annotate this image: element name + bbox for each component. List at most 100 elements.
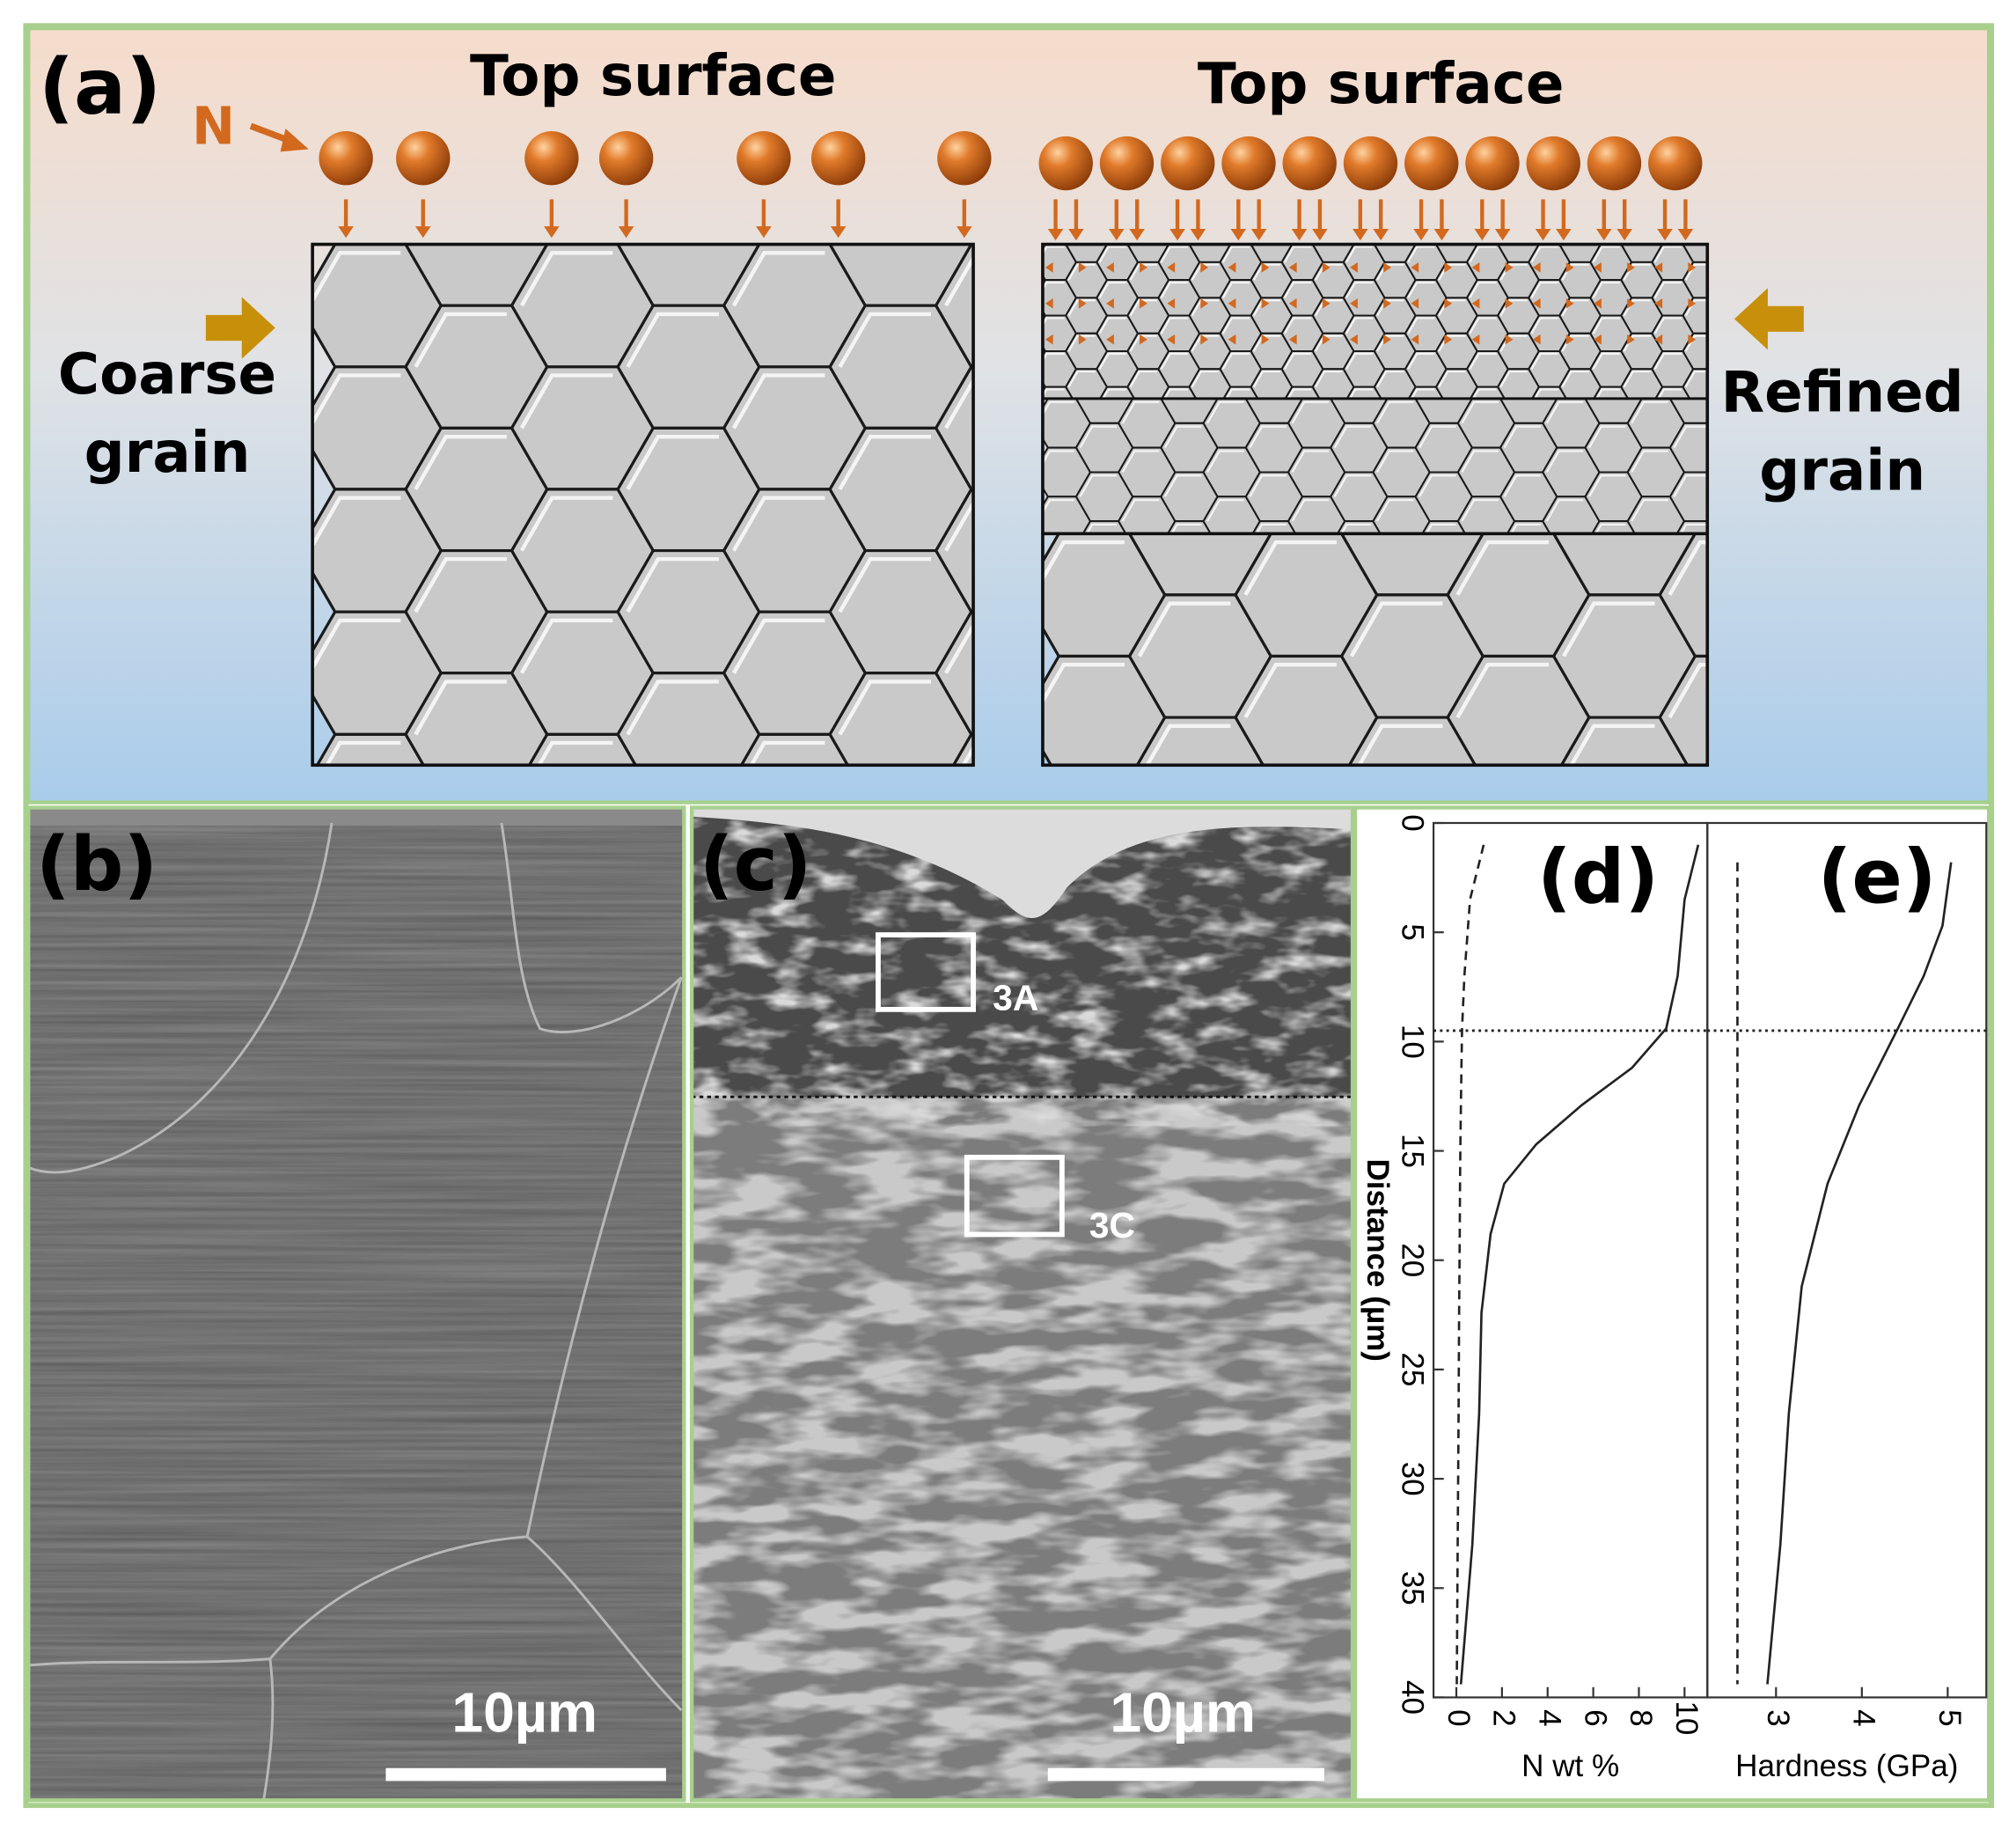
grain-highlight	[1530, 246, 1558, 263]
x-tick-label: 4	[1532, 1709, 1566, 1727]
grain-highlight	[1160, 281, 1188, 298]
grain-highlight	[1545, 400, 1584, 424]
region-box	[876, 932, 976, 1012]
grain-highlight	[519, 373, 613, 430]
panel-label: (a)	[39, 42, 161, 132]
diffusion-arrowhead	[1413, 229, 1429, 241]
grain-highlight	[1631, 400, 1668, 424]
grain-highlight	[1407, 281, 1435, 298]
grain-highlight	[414, 312, 507, 368]
grain-highlight	[1376, 370, 1404, 388]
grain-highlight	[1121, 450, 1160, 474]
diffusion-arrowhead	[1494, 229, 1511, 241]
grain	[1658, 654, 1708, 766]
grain-highlight	[1042, 388, 1065, 399]
grain-highlight	[1407, 317, 1435, 334]
grain-highlight	[519, 618, 613, 674]
grain-highlight	[1562, 601, 1655, 658]
nitrogen-atom	[1221, 136, 1276, 191]
grain-highlight	[1098, 352, 1126, 370]
grain-highlight	[1631, 499, 1668, 522]
grain-highlight	[1129, 299, 1157, 317]
y-tick-label: 40	[1396, 1680, 1430, 1715]
grain-highlight	[1510, 523, 1542, 534]
grain-highlight	[1668, 540, 1708, 596]
grain-highlight	[1653, 352, 1682, 370]
grain-highlight	[1594, 523, 1626, 534]
x-tick-label: 6	[1578, 1709, 1612, 1727]
grain	[1668, 471, 1708, 523]
y-tick-label: 15	[1396, 1134, 1430, 1168]
grain-highlight	[626, 434, 719, 490]
grain-highlight	[1160, 317, 1188, 334]
grain-highlight	[1534, 388, 1558, 399]
grain-highlight	[1375, 499, 1414, 522]
grain-highlight	[1653, 317, 1682, 334]
panel-frame	[689, 805, 1355, 1803]
grain-highlight	[1595, 388, 1620, 399]
diffusion-arrowhead	[1169, 229, 1185, 241]
grain-highlight	[1425, 523, 1456, 534]
diffusion-arrowhead	[1657, 229, 1673, 241]
grain-highlight	[1160, 352, 1188, 370]
left-label: grain	[84, 420, 251, 486]
nitrogen-atom	[396, 131, 451, 186]
diffusion-arrowhead	[1068, 229, 1084, 241]
diffusion-arrowhead	[1474, 229, 1491, 241]
grain-highlight	[1376, 334, 1404, 352]
grain-highlight	[1098, 246, 1126, 263]
diffusion-arrowhead	[1230, 229, 1247, 241]
grain-highlight	[1243, 662, 1337, 719]
grain-highlight	[1503, 425, 1542, 449]
x-tick-label: 0	[1441, 1709, 1476, 1727]
grain-highlight	[944, 254, 974, 307]
diffusion-arrowhead	[1190, 229, 1206, 241]
grain-highlight	[1657, 388, 1682, 399]
grain-highlight	[1291, 499, 1330, 522]
grain	[1668, 422, 1708, 474]
diffusion-arrowhead	[1250, 229, 1267, 241]
grain-highlight	[1419, 474, 1456, 497]
x-tick-label: 4	[1847, 1709, 1881, 1727]
grain-highlight	[1673, 474, 1708, 497]
grain-highlight	[731, 496, 825, 552]
grain-highlight	[1340, 523, 1372, 534]
grain-highlight	[1170, 523, 1202, 534]
grain-highlight	[749, 740, 825, 766]
nitrogen-atom	[1648, 136, 1703, 191]
grain-highlight	[1042, 246, 1065, 256]
grain-highlight	[1438, 370, 1466, 388]
left-label: Coarse	[58, 342, 276, 408]
nitrogen-atom	[1587, 136, 1642, 191]
grain-highlight	[1249, 425, 1287, 449]
y-tick-label: 20	[1396, 1243, 1430, 1277]
grain-highlight	[1042, 352, 1065, 363]
profile-line	[1459, 844, 1700, 1685]
grain-highlight	[1499, 334, 1528, 352]
grain-highlight	[1653, 281, 1682, 298]
side-arrow	[1734, 288, 1804, 350]
grain-highlight	[1206, 499, 1244, 522]
nitrogen-atoms	[319, 131, 1703, 345]
y-tick-label: 25	[1396, 1352, 1430, 1386]
grain-highlight	[1221, 281, 1250, 298]
diffusion-arrowhead	[1291, 229, 1308, 241]
diffusion-arrowhead	[1535, 229, 1551, 241]
y-tick-label: 30	[1396, 1462, 1430, 1496]
grain-highlight	[1085, 523, 1117, 534]
micrograph-b-texture	[28, 807, 685, 1801]
grain-highlight	[312, 251, 401, 305]
diffusion-arrowhead	[957, 226, 972, 239]
scale-bar-label: 10µm	[1110, 1680, 1256, 1744]
grain-highlight	[1407, 246, 1435, 263]
grain-highlight	[731, 251, 825, 307]
grain-highlight	[1283, 246, 1312, 263]
grain-highlight	[1357, 724, 1443, 766]
grain-highlight	[1623, 334, 1651, 352]
nitrogen-atom	[524, 131, 579, 186]
region-label: 3C	[1089, 1205, 1135, 1245]
grain-highlight	[1588, 474, 1626, 497]
nitrogen-atom	[810, 131, 866, 186]
grain-highlight	[537, 740, 613, 766]
